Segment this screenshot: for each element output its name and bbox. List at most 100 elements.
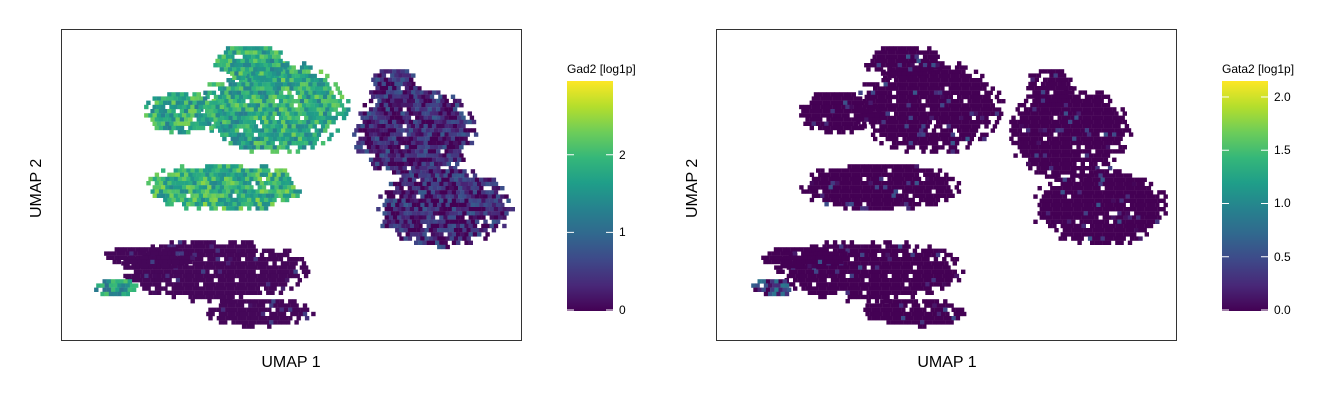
hexbin-cell xyxy=(963,115,968,121)
hexbin-cell xyxy=(262,132,267,137)
hexbin-cell xyxy=(803,273,808,279)
hexbin-cell xyxy=(887,240,892,245)
hexbin-cell xyxy=(811,255,816,260)
hexbin-cell xyxy=(780,291,785,297)
hexbin-cell xyxy=(276,111,282,116)
hexbin-cell xyxy=(832,265,838,270)
hexbin-cell xyxy=(396,161,401,167)
hexbin-cell xyxy=(243,78,248,83)
hexbin-cell xyxy=(841,193,846,198)
hexbin-cell xyxy=(247,269,252,274)
hexbin-cell xyxy=(834,117,840,122)
hexbin-cell xyxy=(274,149,280,154)
hexbin-cell xyxy=(925,202,930,207)
hexbin-cell xyxy=(438,111,443,116)
hexbin-cell xyxy=(188,109,193,114)
hexbin-cell xyxy=(799,104,804,110)
hexbin-cell xyxy=(117,283,122,288)
hexbin-cell xyxy=(316,90,322,95)
hexbin-cell xyxy=(847,164,852,169)
hexbin-cell xyxy=(1072,119,1077,125)
hexbin-cell xyxy=(868,269,873,274)
hexbin-cell xyxy=(894,136,899,142)
hexbin-cell xyxy=(1082,166,1088,171)
hexbin-cell xyxy=(251,261,256,266)
hexbin-cell xyxy=(392,77,397,82)
hexbin-cell xyxy=(978,120,983,125)
hexbin-cell xyxy=(780,259,785,265)
hexbin-cell xyxy=(410,166,416,171)
hexbin-cell xyxy=(173,113,178,118)
hexbin-cell xyxy=(251,128,256,133)
hexbin-cell xyxy=(247,111,252,116)
hexbin-cell xyxy=(253,75,258,80)
hexbin-cell xyxy=(398,81,403,87)
hexbin-cell xyxy=(325,124,330,129)
hexbin-cell xyxy=(213,294,218,300)
hexbin-cell xyxy=(430,232,436,237)
hexbin-cell xyxy=(173,264,178,269)
hexbin-cell xyxy=(240,176,246,182)
hexbin-cell xyxy=(420,202,425,208)
hexbin-cell xyxy=(223,67,229,72)
hexbin-cell xyxy=(177,255,182,260)
hexbin-cell xyxy=(889,54,894,59)
hexbin-cell xyxy=(1095,115,1100,120)
hexbin-cell xyxy=(459,128,464,133)
hexbin-cell xyxy=(462,169,467,174)
hexbin-cell xyxy=(910,145,916,150)
hexbin-cell xyxy=(449,211,455,216)
hexbin-cell xyxy=(916,168,922,173)
hexbin-cell xyxy=(226,189,231,194)
hexbin-cell xyxy=(841,282,846,287)
hexbin-cell xyxy=(1084,111,1090,116)
hexbin-cell xyxy=(820,121,825,126)
hexbin-cell xyxy=(218,86,223,91)
hexbin-cell xyxy=(291,82,296,87)
hexbin-cell xyxy=(242,63,248,68)
hexbin-cell xyxy=(479,211,484,216)
hexbin-cell xyxy=(188,117,193,122)
hexbin-cell xyxy=(1086,157,1092,162)
hexbin-cell xyxy=(270,290,275,295)
hexbin-cell xyxy=(247,136,252,142)
hexbin-cell xyxy=(182,290,187,295)
hexbin-cell xyxy=(849,248,855,253)
hexbin-cell xyxy=(927,181,932,186)
hexbin-cell xyxy=(171,109,176,114)
hexbin-cell xyxy=(416,169,421,174)
hexbin-cell xyxy=(213,172,218,177)
hexbin-cell xyxy=(379,103,384,108)
hexbin-cell xyxy=(942,248,947,253)
hexbin-cell xyxy=(221,172,227,177)
hexbin-cell xyxy=(883,282,888,287)
hexbin-cell xyxy=(1101,145,1106,150)
hexbin-cell xyxy=(767,259,772,265)
hexbin-cell xyxy=(885,63,890,68)
hexbin-cell xyxy=(232,115,238,121)
hexbin-cell xyxy=(94,287,99,292)
hexbin-cell xyxy=(281,103,286,108)
hexbin-cell xyxy=(1038,153,1043,158)
hexbin-cell xyxy=(803,265,808,270)
hexbin-cell xyxy=(891,82,897,87)
hexbin-cell xyxy=(449,219,455,224)
hexbin-cell xyxy=(232,141,238,146)
hexbin-cell xyxy=(253,202,258,207)
hexbin-cell xyxy=(135,247,140,252)
hexbin-cell xyxy=(888,299,893,304)
hexbin-cell xyxy=(880,71,886,76)
hexbin-cell xyxy=(113,283,118,288)
hexbin-cell xyxy=(400,102,405,108)
hexbin-cell xyxy=(219,202,225,207)
hexbin-cell xyxy=(896,299,902,304)
hexbin-cell xyxy=(918,181,924,186)
hexbin-cell xyxy=(835,269,840,274)
hexbin-cell xyxy=(986,120,991,125)
hexbin-cell xyxy=(449,177,455,182)
hexbin-cell xyxy=(228,282,233,287)
hexbin-cell xyxy=(414,215,419,220)
hexbin-cell xyxy=(177,273,183,279)
hexbin-cell xyxy=(238,63,243,68)
hexbin-cell xyxy=(252,320,257,325)
